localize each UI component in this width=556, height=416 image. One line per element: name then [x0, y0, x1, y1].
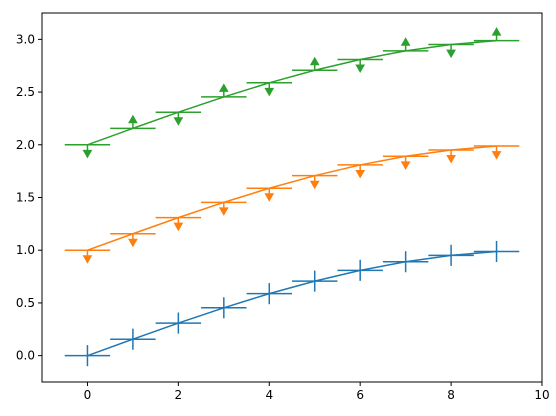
- y-tick-label: 1.0: [16, 243, 35, 257]
- up-arrow-icon: [491, 27, 502, 36]
- up-arrow-icon: [128, 114, 138, 124]
- x-tick-label: 6: [356, 388, 364, 402]
- x-tick-label: 0: [84, 388, 92, 402]
- y-tick-label: 2.5: [16, 85, 35, 99]
- y-tick-label: 3.0: [16, 32, 35, 46]
- down-arrow-icon: [355, 64, 366, 74]
- down-arrow-icon: [491, 151, 502, 160]
- down-arrow-icon: [128, 238, 138, 248]
- y-axis: 0.0 0.5 1.0 1.5 2.0 2.5 3.0: [16, 32, 42, 363]
- series-line: [87, 39, 497, 146]
- down-arrow-icon: [446, 154, 456, 164]
- down-arrow-icon: [355, 169, 366, 179]
- y-tick-label: 0.0: [16, 349, 35, 363]
- plot-frame: [41, 12, 543, 383]
- down-arrow-icon: [173, 117, 184, 126]
- down-arrow-icon: [82, 149, 93, 159]
- x-tick-label: 4: [265, 388, 273, 402]
- down-arrow-icon: [264, 193, 275, 202]
- down-arrow-icon: [309, 180, 320, 190]
- x-axis: 0 2 4 6 8 10: [84, 382, 550, 402]
- down-arrow-icon: [82, 255, 93, 264]
- series-1: [64, 145, 520, 264]
- down-arrow-icon: [218, 207, 229, 216]
- up-arrow-icon: [400, 37, 411, 46]
- series-2: [64, 27, 520, 159]
- down-arrow-icon: [400, 161, 411, 170]
- up-arrow-icon: [218, 83, 229, 92]
- x-tick-label: 10: [534, 388, 549, 402]
- x-tick-label: 8: [447, 388, 455, 402]
- series-line: [87, 145, 497, 251]
- down-arrow-icon: [446, 49, 456, 59]
- series-0: [64, 240, 520, 367]
- down-arrow-icon: [173, 222, 184, 232]
- series-line: [87, 250, 497, 357]
- up-arrow-icon: [309, 56, 320, 66]
- chart-marks: [64, 27, 520, 367]
- x-tick-label: 2: [175, 388, 183, 402]
- y-tick-label: 1.5: [16, 191, 35, 205]
- y-tick-label: 2.0: [16, 138, 35, 152]
- down-arrow-icon: [264, 87, 275, 97]
- y-tick-label: 0.5: [16, 296, 35, 310]
